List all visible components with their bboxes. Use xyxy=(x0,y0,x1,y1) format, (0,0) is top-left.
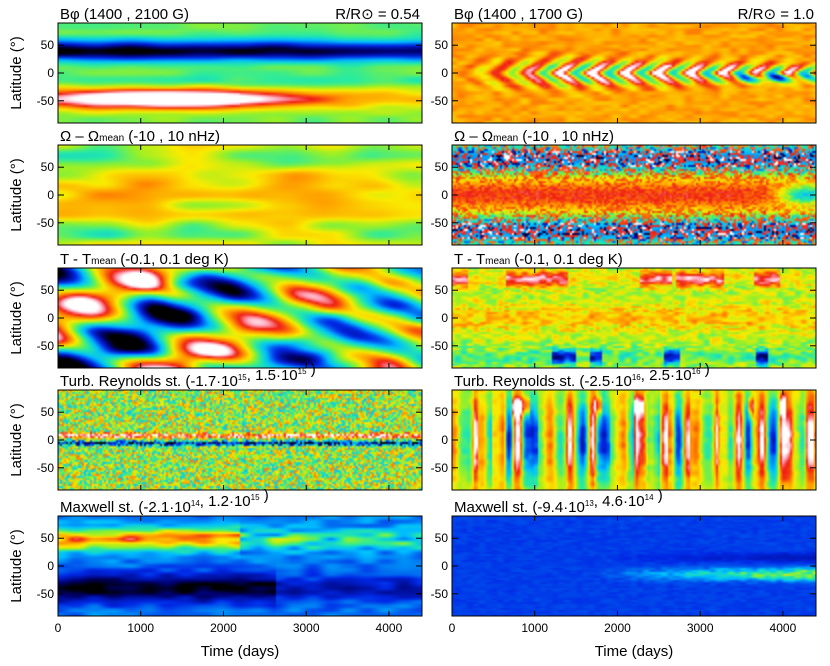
y-tick-label: -50 xyxy=(431,216,449,230)
heatmap-omega-deep xyxy=(58,145,422,245)
y-tick-label: -50 xyxy=(431,339,449,353)
y-tick-label: -50 xyxy=(431,94,449,108)
panel-bphi-surface: Bφ (1400 , 1700 G) R/R⊙ = 1.0 50 0 -50 xyxy=(431,6,817,124)
y-tick-label: 0 xyxy=(441,66,448,80)
y-axis-label: Latitude (°) xyxy=(8,158,25,232)
panel-title: Ω – Ωmean (-10 , 10 nHz) xyxy=(60,128,220,145)
panel-title: Maxwell st. (-9.4·1013, 4.6·1014 ) xyxy=(454,487,663,516)
panel-temp-deep: T - Tmean (-0.1, 0.1 deg K) 50 0 -50 Latitud… xyxy=(8,251,423,369)
x-tick-label: 3000 xyxy=(687,621,714,635)
y-tick-label: -50 xyxy=(37,339,55,353)
radius-annotation: R/R⊙ = 1.0 xyxy=(738,6,814,23)
panel-title: T - Tmean (-0.1, 0.1 deg K) xyxy=(60,251,229,268)
x-tick-label: 4000 xyxy=(770,621,797,635)
panel-maxwell-deep: Maxwell st. (-2.1·1014, 1.2·1015 ) 50 0 -50… xyxy=(8,487,423,660)
x-tick-label: 2000 xyxy=(210,621,237,635)
y-tick-label: 0 xyxy=(47,311,54,325)
y-tick-label: 50 xyxy=(41,160,55,174)
y-tick-label: -50 xyxy=(37,216,55,230)
radius-annotation: R/R⊙ = 0.54 xyxy=(335,6,420,23)
y-tick-label: 50 xyxy=(435,38,449,52)
panel-reynolds-deep: Turb. Reynolds st. (-1.7·1015, 1.5·1015 … xyxy=(8,361,423,491)
x-axis-label: Time (days) xyxy=(595,643,674,660)
y-tick-label: 50 xyxy=(41,283,55,297)
y-tick-label: 0 xyxy=(441,311,448,325)
y-tick-label: 50 xyxy=(41,38,55,52)
y-axis-label: Latitude (°) xyxy=(8,529,25,603)
panel-title: T - Tmean (-0.1, 0.1 deg K) xyxy=(454,251,623,268)
y-axis-label: Latitude (°) xyxy=(8,36,25,110)
y-tick-label: -50 xyxy=(37,587,55,601)
y-axis-label: Latitude (°) xyxy=(8,403,25,477)
y-tick-label: 0 xyxy=(47,433,54,447)
panel-title: Turb. Reynolds st. (-2.5·1016, 2.5·1016 … xyxy=(454,361,710,390)
heatmap-temp-deep xyxy=(58,268,422,368)
panel-reynolds-surface: Turb. Reynolds st. (-2.5·1016, 2.5·1016 … xyxy=(431,361,817,491)
y-axis-label: Latitude (°) xyxy=(8,281,25,355)
y-tick-label: 50 xyxy=(435,405,449,419)
x-tick-label: 3000 xyxy=(293,621,320,635)
x-tick-label: 0 xyxy=(55,621,62,635)
heatmap-bphi-surface xyxy=(452,23,816,123)
heatmap-reynolds-surface xyxy=(452,390,816,490)
heatmap-omega-surface xyxy=(452,145,816,245)
panel-bphi-deep: Bφ (1400 , 2100 G) R/R⊙ = 0.54 50 0 -50 Latit… xyxy=(8,6,423,124)
y-tick-label: 0 xyxy=(47,188,54,202)
panel-temp-surface: T - Tmean (-0.1, 0.1 deg K) 50 0 -50 xyxy=(431,251,817,369)
panel-omega-surface: Ω – Ωmean (-10 , 10 nHz) 50 0 -50 xyxy=(431,128,817,246)
y-tick-label: 0 xyxy=(47,66,54,80)
x-tick-label: 1000 xyxy=(127,621,154,635)
heatmap-bphi-deep xyxy=(58,23,422,123)
panel-title: Maxwell st. (-2.1·1014, 1.2·1015 ) xyxy=(60,487,269,516)
x-tick-label: 1000 xyxy=(521,621,548,635)
panel-maxwell-surface: Maxwell st. (-9.4·1013, 4.6·1014 ) 50 0 -50… xyxy=(431,487,817,660)
y-tick-label: 0 xyxy=(47,559,54,573)
y-tick-label: -50 xyxy=(37,94,55,108)
y-tick-label: 50 xyxy=(435,531,449,545)
x-axis-label: Time (days) xyxy=(201,643,280,660)
heatmap-reynolds-deep xyxy=(58,390,422,490)
y-tick-label: -50 xyxy=(431,461,449,475)
y-tick-label: 50 xyxy=(435,283,449,297)
x-tick-label: 2000 xyxy=(604,621,631,635)
x-tick-label: 4000 xyxy=(376,621,403,635)
x-tick-label: 0 xyxy=(449,621,456,635)
panel-title: Ω – Ωmean (-10 , 10 nHz) xyxy=(454,128,614,145)
y-tick-label: 50 xyxy=(41,405,55,419)
panel-title: Bφ (1400 , 2100 G) xyxy=(60,6,189,23)
y-tick-label: 50 xyxy=(435,160,449,174)
y-tick-label: 50 xyxy=(41,531,55,545)
heatmap-maxwell-surface xyxy=(452,516,816,616)
heatmap-maxwell-deep xyxy=(58,516,422,616)
heatmap-temp-surface xyxy=(452,268,816,368)
y-tick-label: -50 xyxy=(431,587,449,601)
y-tick-label: -50 xyxy=(37,461,55,475)
panel-title: Turb. Reynolds st. (-1.7·1015, 1.5·1015 … xyxy=(60,361,316,390)
y-tick-label: 0 xyxy=(441,559,448,573)
panel-title: Bφ (1400 , 1700 G) xyxy=(454,6,583,23)
panel-omega-deep: Ω – Ωmean (-10 , 10 nHz) 50 0 -50 Latitude (… xyxy=(8,128,423,246)
y-tick-label: 0 xyxy=(441,188,448,202)
y-tick-label: 0 xyxy=(441,433,448,447)
